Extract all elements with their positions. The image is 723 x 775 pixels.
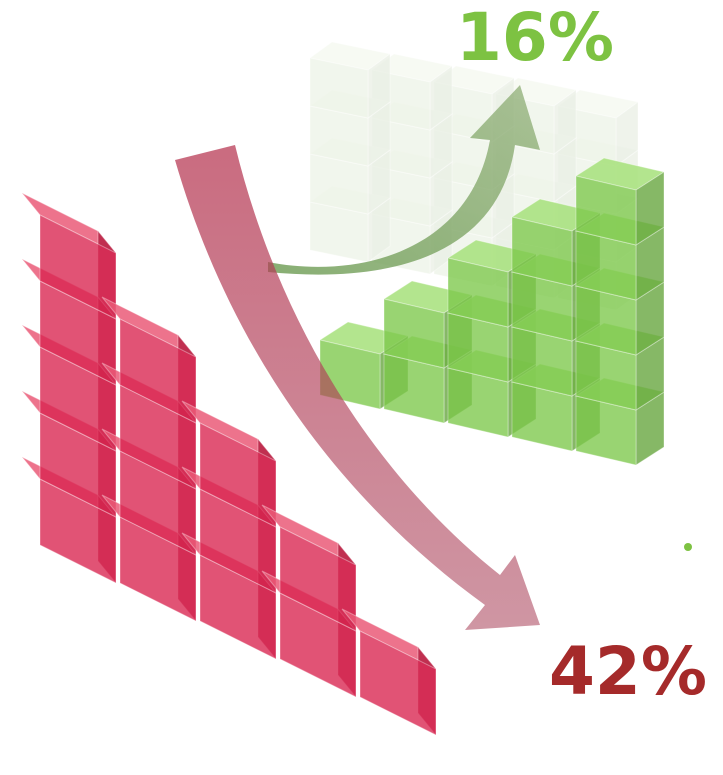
decrease-label: 42% bbox=[549, 633, 707, 710]
dot bbox=[684, 543, 692, 551]
increase-label: 16% bbox=[456, 0, 614, 76]
page: {"labels": {"increase": "16%", "decrease… bbox=[0, 0, 723, 775]
illustration: 16% 42% bbox=[0, 0, 723, 775]
